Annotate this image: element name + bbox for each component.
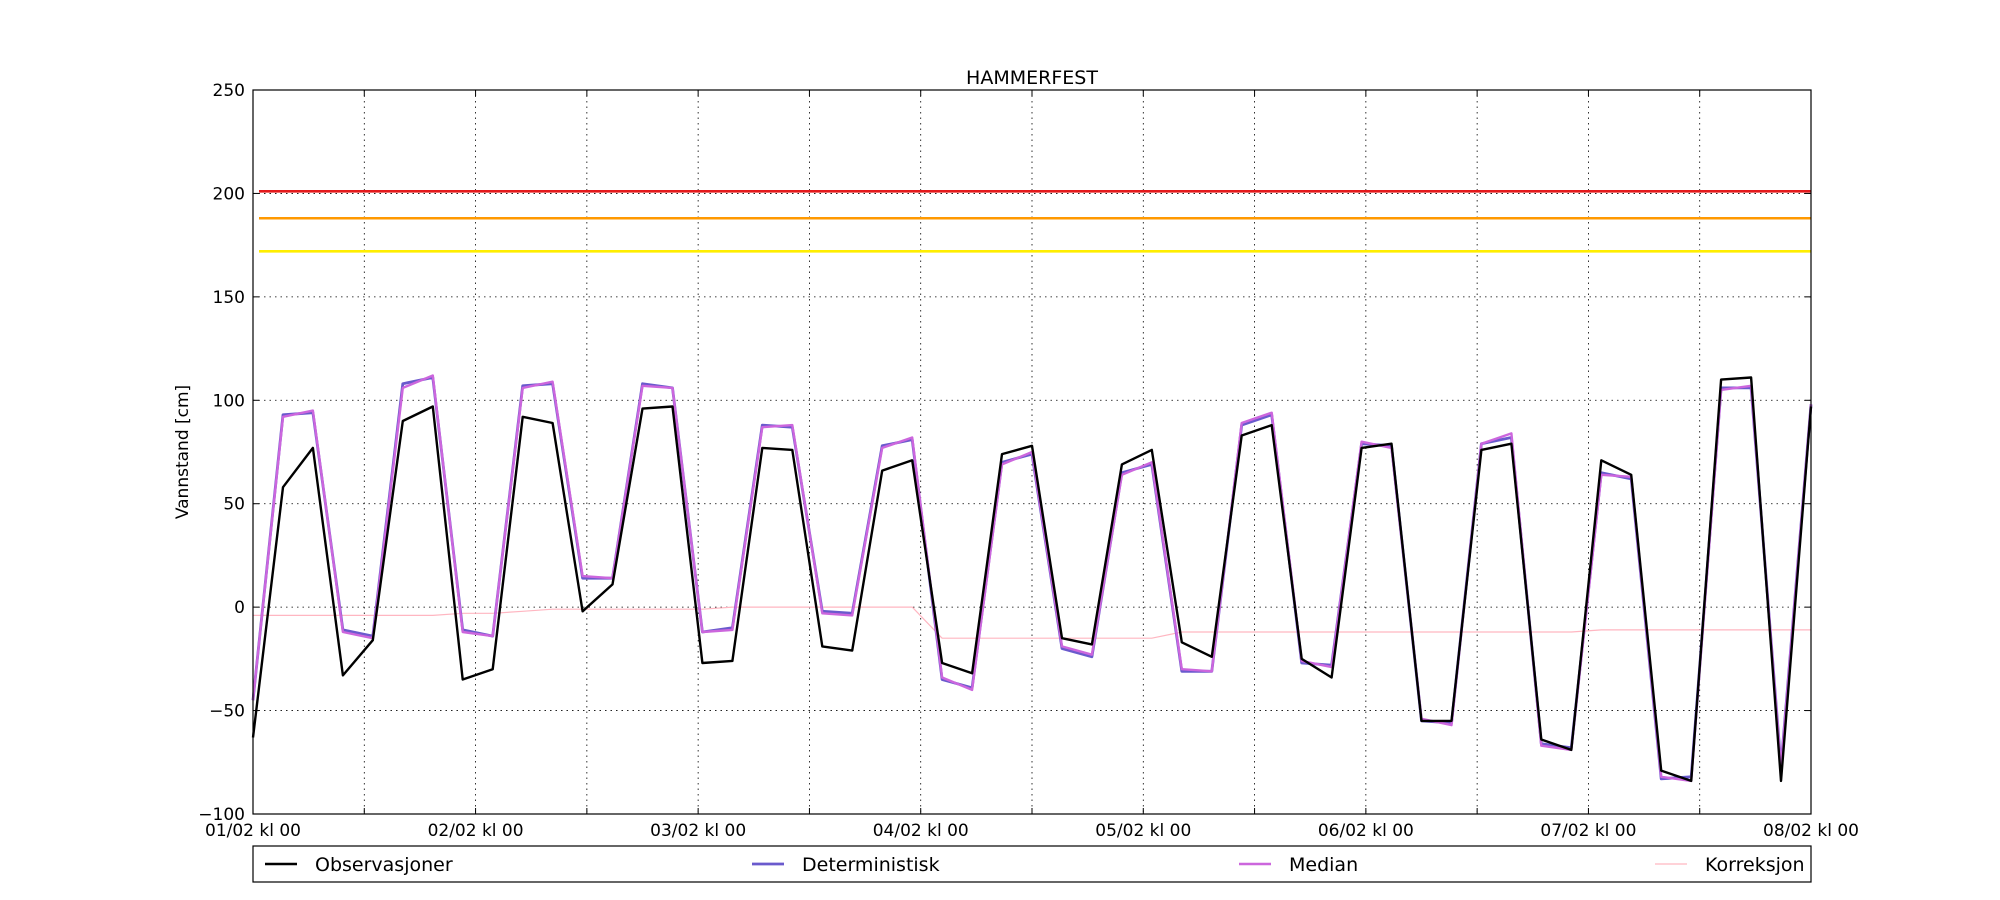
y-tick-label: −50 (209, 702, 245, 722)
series-line-observasjoner (251, 376, 1813, 783)
x-tick-label: 08/02 kl 00 (1763, 821, 1859, 841)
series-lines (251, 374, 1813, 783)
axis-ticks: −100 −50 0 50 100 150 200 250 01/02 kl 00 02/02 k… (198, 81, 1859, 841)
series-line-korreksjon (253, 606, 1811, 639)
y-tick-label: 100 (213, 391, 245, 411)
x-tick-label: 06/02 kl 00 (1318, 821, 1414, 841)
x-tick-label: 07/02 kl 00 (1540, 821, 1636, 841)
legend-label: Deterministisk (802, 854, 940, 876)
y-tick-label: 250 (213, 81, 245, 101)
series-line-median (251, 374, 1813, 783)
legend: Observasjoner Deterministisk Median Korreks… (252, 845, 1812, 883)
x-tick-label: 01/02 kl 00 (205, 821, 301, 841)
y-axis-label: Vannstand [cm] (173, 385, 193, 519)
legend-box (252, 845, 1812, 883)
grid (253, 90, 1811, 814)
legend-label: Korreksjon (1705, 854, 1805, 876)
y-tick-label: 150 (213, 288, 245, 308)
y-tick-label: 200 (213, 184, 245, 204)
x-tick-label: 05/02 kl 00 (1095, 821, 1191, 841)
x-tick-label: 03/02 kl 00 (650, 821, 746, 841)
y-tick-label: 0 (234, 598, 245, 618)
threshold-lines (259, 190, 1811, 253)
legend-label: Median (1289, 854, 1358, 876)
x-tick-label: 02/02 kl 00 (428, 821, 524, 841)
chart-title: HAMMERFEST (966, 67, 1098, 89)
y-tick-label: 50 (223, 495, 245, 515)
legend-label: Observasjoner (315, 854, 453, 876)
y-tick-label: −100 (198, 805, 245, 825)
x-tick-label: 04/02 kl 00 (873, 821, 969, 841)
